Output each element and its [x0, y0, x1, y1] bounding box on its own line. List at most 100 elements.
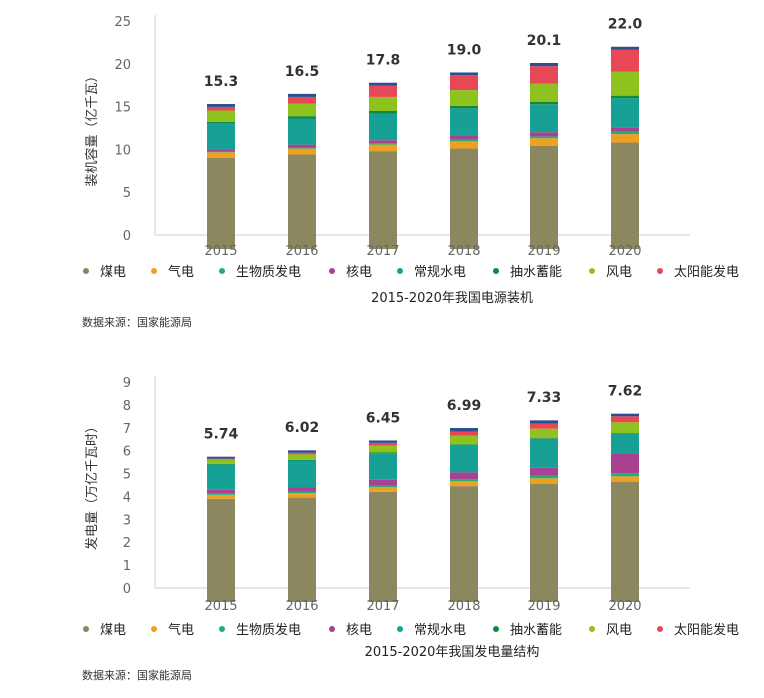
bar-segment-核电 [450, 472, 478, 480]
y-tick-label: 0 [123, 582, 131, 597]
bar-segment-气电 [450, 141, 478, 149]
bar-segment-抽水蓄能 [611, 433, 639, 434]
x-tick-label: 2018 [447, 599, 480, 614]
bar-segment-核电 [530, 467, 558, 476]
legend-marker [589, 268, 595, 274]
bar-segment-生物质发电 [450, 139, 478, 142]
bar-segment-常规水电 [611, 98, 639, 128]
bar-segment-抽水蓄能 [369, 110, 397, 114]
y-tick-label: 4 [123, 490, 131, 505]
bar-segment-气电 [530, 478, 558, 484]
y-tick-label: 2 [123, 536, 131, 551]
legend-marker [151, 268, 157, 274]
total-data-label: 15.3 [204, 74, 239, 90]
legend-marker [83, 268, 89, 274]
bar-segment-风电 [450, 90, 478, 106]
bar-segment-煤电 [207, 157, 235, 249]
y-tick-label: 5 [123, 186, 131, 201]
bar-segment-风电 [611, 71, 639, 96]
bar-stack [530, 62, 558, 249]
bar-segment-气电 [611, 134, 639, 143]
chart-title: 2015-2020年我国电源装机 [371, 291, 533, 306]
bar-stack [611, 413, 639, 602]
bar-segment-其他 [369, 82, 397, 86]
bar-segment-生物质发电 [450, 479, 478, 482]
total-data-label: 6.99 [447, 398, 482, 414]
bar-segment-气电 [207, 152, 235, 158]
bar-stack [207, 456, 235, 602]
y-tick-label: 3 [123, 513, 131, 528]
y-tick-label: 9 [123, 376, 131, 391]
bar-segment-常规水电 [369, 453, 397, 480]
y-tick-label: 0 [123, 229, 131, 244]
bar-segment-煤电 [450, 148, 478, 249]
bar-segment-太阳能发电 [369, 85, 397, 97]
x-tick-label: 2017 [366, 599, 399, 614]
bar-segment-生物质发电 [207, 493, 235, 495]
bar-segment-生物质发电 [369, 485, 397, 488]
legend-label: 煤电 [100, 265, 126, 280]
bar-segment-核电 [530, 132, 558, 137]
bar-segment-煤电 [207, 498, 235, 602]
x-tick-label: 2019 [527, 244, 560, 259]
legend-label: 常规水电 [414, 623, 466, 638]
bar-segment-抽水蓄能 [450, 444, 478, 445]
bar-segment-太阳能发电 [207, 106, 235, 111]
x-tick-label: 2020 [608, 244, 641, 259]
bar-segment-太阳能发电 [530, 423, 558, 429]
bar-segment-核电 [207, 489, 235, 494]
bar-segment-常规水电 [450, 444, 478, 473]
bar-segment-生物质发电 [288, 147, 316, 149]
total-data-label: 7.62 [608, 384, 643, 400]
bar-segment-抽水蓄能 [530, 101, 558, 105]
bar-segment-风电 [530, 428, 558, 439]
bar-segment-常规水电 [207, 464, 235, 490]
bar-segment-煤电 [288, 154, 316, 249]
legend-label: 风电 [606, 265, 632, 280]
bar-segment-生物质发电 [207, 151, 235, 153]
bar-stack [369, 440, 397, 602]
bar-stack [611, 46, 639, 249]
legend-label: 太阳能发电 [674, 264, 739, 280]
bar-segment-风电 [288, 454, 316, 460]
bar-segment-核电 [288, 487, 316, 492]
legend-marker [657, 626, 663, 632]
bar-segment-风电 [530, 83, 558, 102]
bar-segment-核电 [611, 453, 639, 474]
legend-marker [397, 626, 403, 632]
bar-segment-核电 [369, 140, 397, 144]
bar-segment-其他 [611, 413, 639, 417]
bar-segment-太阳能发电 [288, 452, 316, 455]
bar-segment-风电 [611, 422, 639, 434]
bar-stack [450, 428, 478, 602]
legend-label: 太阳能发电 [674, 622, 739, 638]
bar-segment-常规水电 [207, 123, 235, 150]
total-data-label: 20.1 [527, 33, 562, 49]
bar-segment-其他 [207, 456, 235, 459]
bar-segment-核电 [611, 127, 639, 132]
x-tick-label: 2016 [285, 599, 318, 614]
legend-label: 核电 [346, 265, 372, 280]
bar-segment-其他 [369, 440, 397, 443]
bar-segment-其他 [207, 104, 235, 107]
bar-segment-抽水蓄能 [530, 438, 558, 439]
bar-segment-煤电 [611, 482, 639, 602]
bar-segment-生物质发电 [611, 131, 639, 135]
y-tick-label: 7 [123, 422, 131, 437]
bar-segment-太阳能发电 [450, 431, 478, 436]
bar-stack [288, 93, 316, 249]
bar-segment-风电 [288, 103, 316, 117]
bar-segment-煤电 [288, 497, 316, 602]
bar-segment-气电 [288, 148, 316, 155]
legend-marker [589, 626, 595, 632]
bar-segment-抽水蓄能 [207, 463, 235, 465]
bar-stack [530, 420, 558, 602]
legend-marker [219, 268, 225, 274]
legend-label: 风电 [606, 623, 632, 638]
x-tick-label: 2020 [608, 599, 641, 614]
bar-segment-气电 [450, 481, 478, 487]
y-tick-label: 8 [123, 399, 131, 414]
bar-segment-抽水蓄能 [288, 459, 316, 461]
bar-segment-生物质发电 [288, 491, 316, 494]
